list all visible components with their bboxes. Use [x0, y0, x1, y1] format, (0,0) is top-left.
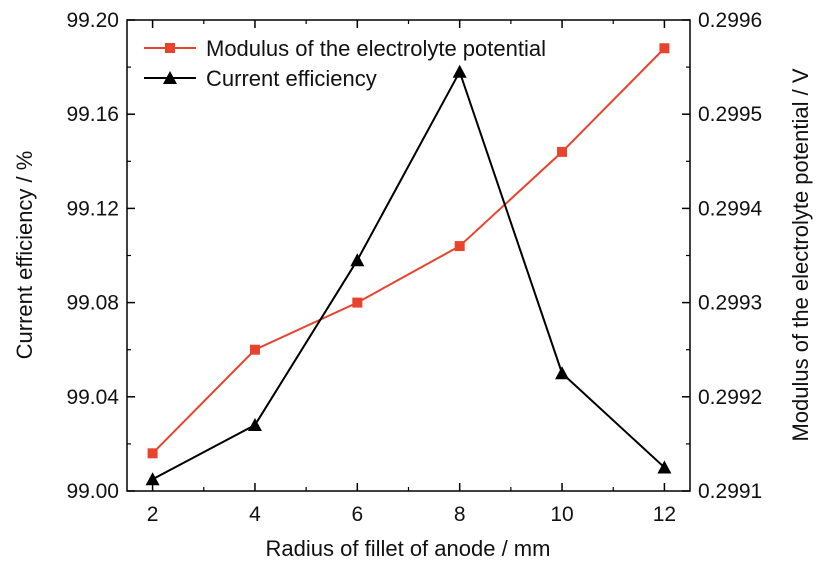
data-point-efficiency	[145, 472, 160, 486]
y-left-tick-label: 99.16	[66, 103, 119, 126]
legend-label-modulus: Modulus of the electrolyte potential	[206, 36, 546, 61]
x-tick-label: 12	[653, 503, 676, 526]
data-point-efficiency	[350, 253, 365, 267]
y-right-tick-label: 0.2991	[698, 480, 762, 503]
y-left-tick-label: 99.12	[66, 197, 119, 220]
y-axis-left: 99.00 99.04 99.08 99.12 99.16 99.20	[66, 9, 135, 503]
x-axis-title: Radius of fillet of anode / mm	[266, 536, 551, 561]
y-right-tick-label: 0.2995	[698, 103, 762, 126]
data-point-modulus	[352, 297, 363, 308]
legend: Modulus of the electrolyte potential Cur…	[144, 36, 546, 91]
y-left-axis-title: Current efficiency / %	[12, 151, 37, 360]
data-point-efficiency	[247, 418, 262, 432]
y-right-tick-label: 0.2992	[698, 386, 762, 409]
y-axis-right: 0.2991 0.2992 0.2993 0.2994 0.2995 0.2996	[682, 9, 763, 503]
y-right-axis-title: Modulus of the electrolyte potential / V	[788, 68, 813, 441]
y-left-tick-label: 99.08	[66, 292, 119, 315]
y-left-tick-label: 99.20	[66, 9, 119, 32]
y-right-tick-label: 0.2996	[698, 9, 762, 32]
x-tick-label: 10	[550, 503, 573, 526]
x-tick-label: 2	[147, 503, 159, 526]
data-point-modulus	[557, 146, 568, 157]
data-point-modulus	[659, 43, 670, 54]
data-point-modulus	[249, 344, 260, 355]
y-right-tick-label: 0.2993	[698, 292, 762, 315]
series-line-efficiency	[152, 69, 666, 481]
y-left-tick-label: 99.04	[66, 386, 119, 409]
legend-marker-efficiency	[163, 71, 177, 84]
x-axis: 2 4 6 8 10 12	[147, 20, 676, 526]
x-tick-label: 8	[454, 503, 466, 526]
data-point-efficiency	[657, 460, 672, 474]
data-point-modulus	[454, 241, 465, 252]
y-left-tick-label: 99.00	[66, 480, 119, 503]
x-tick-label: 4	[249, 503, 261, 526]
x-tick-label: 6	[351, 503, 363, 526]
series-layer	[145, 43, 672, 486]
series-line-modulus	[151, 47, 666, 455]
legend-label-efficiency: Current efficiency	[206, 66, 377, 91]
data-point-efficiency	[452, 64, 467, 78]
y-right-tick-label: 0.2994	[698, 197, 763, 220]
data-point-efficiency	[555, 366, 570, 380]
data-point-modulus	[147, 448, 158, 459]
legend-marker-modulus	[165, 43, 175, 53]
